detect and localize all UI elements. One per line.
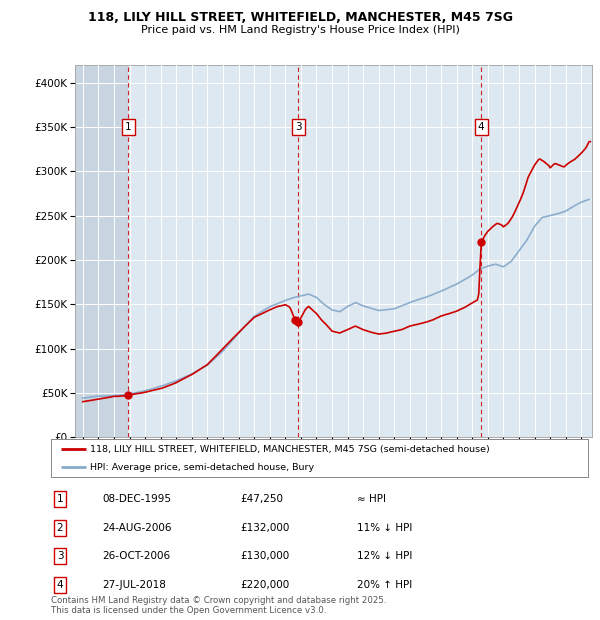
Text: 3: 3 xyxy=(295,122,301,132)
Text: 118, LILY HILL STREET, WHITEFIELD, MANCHESTER, M45 7SG (semi-detached house): 118, LILY HILL STREET, WHITEFIELD, MANCH… xyxy=(89,445,490,454)
Text: 20% ↑ HPI: 20% ↑ HPI xyxy=(357,580,412,590)
Text: 2: 2 xyxy=(56,523,64,533)
Text: 24-AUG-2006: 24-AUG-2006 xyxy=(102,523,172,533)
Bar xyxy=(75,65,128,437)
Text: £130,000: £130,000 xyxy=(240,551,289,561)
Point xyxy=(290,315,300,325)
Point xyxy=(293,317,303,327)
Text: Price paid vs. HM Land Registry's House Price Index (HPI): Price paid vs. HM Land Registry's House … xyxy=(140,25,460,35)
Point xyxy=(476,237,486,247)
Text: 11% ↓ HPI: 11% ↓ HPI xyxy=(357,523,412,533)
Text: ≈ HPI: ≈ HPI xyxy=(357,494,386,504)
Text: 1: 1 xyxy=(125,122,132,132)
Text: £132,000: £132,000 xyxy=(240,523,289,533)
Text: 4: 4 xyxy=(56,580,64,590)
Text: £47,250: £47,250 xyxy=(240,494,283,504)
Text: 26-OCT-2006: 26-OCT-2006 xyxy=(102,551,170,561)
Text: 1: 1 xyxy=(56,494,64,504)
Text: 27-JUL-2018: 27-JUL-2018 xyxy=(102,580,166,590)
Text: 08-DEC-1995: 08-DEC-1995 xyxy=(102,494,171,504)
Text: 4: 4 xyxy=(478,122,484,132)
Text: HPI: Average price, semi-detached house, Bury: HPI: Average price, semi-detached house,… xyxy=(89,463,314,472)
Text: 3: 3 xyxy=(56,551,64,561)
Text: £220,000: £220,000 xyxy=(240,580,289,590)
Point xyxy=(124,391,133,401)
Text: Contains HM Land Registry data © Crown copyright and database right 2025.
This d: Contains HM Land Registry data © Crown c… xyxy=(51,596,386,615)
Text: 12% ↓ HPI: 12% ↓ HPI xyxy=(357,551,412,561)
Text: 118, LILY HILL STREET, WHITEFIELD, MANCHESTER, M45 7SG: 118, LILY HILL STREET, WHITEFIELD, MANCH… xyxy=(88,11,512,24)
